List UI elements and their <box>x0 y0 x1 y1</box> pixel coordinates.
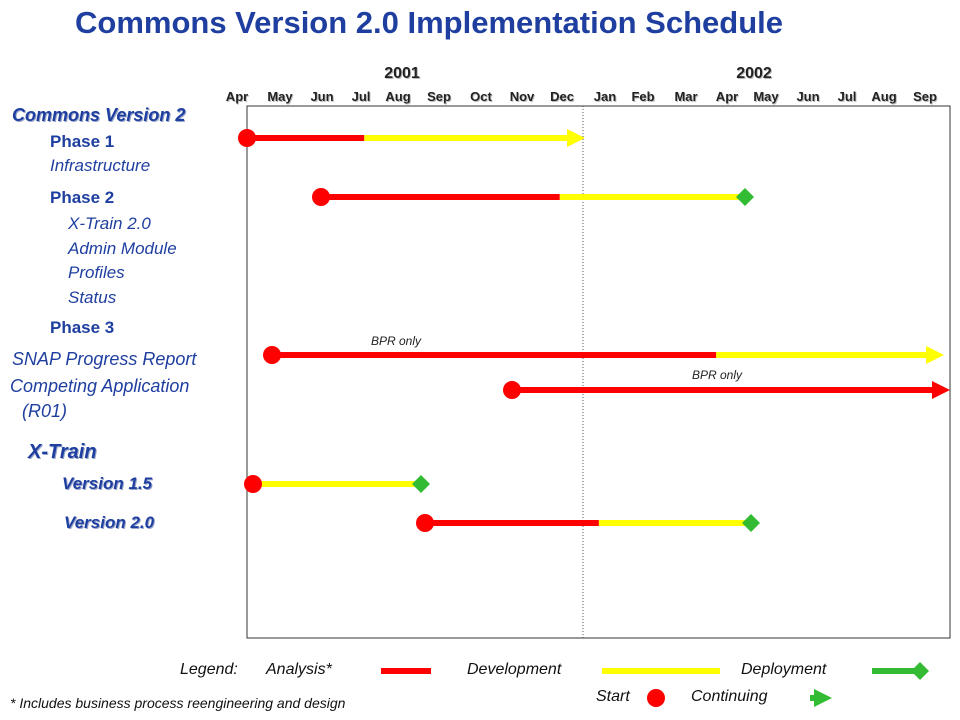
month-label: Apr <box>225 89 249 104</box>
section-commons-version-2: Commons Version 2 <box>12 105 186 125</box>
page-title: Commons Version 2.0 Implementation Sched… <box>75 5 784 40</box>
month-label: Nov <box>509 89 535 104</box>
section-xtrain: X-Train <box>28 441 97 463</box>
legend-footnote: * Includes business process reengineerin… <box>10 695 346 711</box>
annotation-bpr-only: BPR only <box>371 334 422 348</box>
month-label: Jun <box>310 89 334 104</box>
legend-development-label: Development <box>467 661 562 678</box>
start-marker <box>238 129 256 147</box>
start-marker <box>263 346 281 364</box>
month-label: Jul <box>351 89 371 104</box>
month-label: Oct <box>470 89 492 104</box>
month-label: May <box>267 89 293 104</box>
deployment-diamond <box>736 188 754 206</box>
start-marker <box>416 514 434 532</box>
month-label: Aug <box>385 89 411 104</box>
row-label-phase-2: Phase 2 <box>50 188 115 207</box>
start-marker <box>312 188 330 206</box>
continuing-arrow <box>926 346 944 364</box>
month-label: Mar <box>674 89 698 104</box>
annotation-bpr-only: BPR only <box>692 368 743 382</box>
chart-frame <box>246 105 951 639</box>
row-label-competing-application: Competing Application <box>10 376 190 396</box>
month-label: May <box>753 89 779 104</box>
month-label: Sep <box>913 89 937 104</box>
legend-start-label: Start <box>596 688 630 705</box>
legend-analysis-label: Analysis* <box>266 661 332 678</box>
continuing-arrow <box>932 381 950 399</box>
legend-deployment-diamond <box>911 662 929 680</box>
row-label-phase-3: Phase 3 <box>50 318 115 337</box>
legend-continuing-label: Continuing <box>691 688 768 705</box>
month-label: Sep <box>427 89 451 104</box>
start-marker <box>503 381 521 399</box>
month-label: Feb <box>631 89 655 104</box>
month-label: Aug <box>871 89 897 104</box>
legend-start-dot <box>647 689 665 707</box>
row-label-snap-progress-report: SNAP Progress Report <box>12 349 197 369</box>
row-label-version-2-0: Version 2.0 <box>64 513 155 532</box>
month-label: Jun <box>796 89 820 104</box>
row-sublabel-r01: (R01) <box>22 401 68 421</box>
row-sublabel-admin-module: Admin Module <box>68 239 177 258</box>
legend-prefix: Legend: <box>180 661 238 678</box>
legend-continuing-arrow <box>814 689 832 707</box>
start-marker <box>244 475 262 493</box>
month-label: Apr <box>715 89 739 104</box>
legend-deployment-label: Deployment <box>741 661 827 678</box>
month-label: Jan <box>593 89 617 104</box>
month-label: Jul <box>837 89 857 104</box>
year-label-2001: 2001 <box>384 65 420 82</box>
continuing-arrow <box>567 129 585 147</box>
year-label-2002: 2002 <box>736 65 772 82</box>
row-sublabel-xtrain-2-0: X-Train 2.0 <box>68 214 151 233</box>
deployment-diamond <box>412 475 430 493</box>
row-sublabel-status: Status <box>68 288 117 307</box>
row-sublabel-profiles: Profiles <box>68 263 125 282</box>
row-label-version-1-5: Version 1.5 <box>62 474 153 493</box>
row-sublabel-infrastructure: Infrastructure <box>50 156 151 175</box>
row-label-phase-1: Phase 1 <box>50 132 115 151</box>
deployment-diamond <box>742 514 760 532</box>
month-label: Dec <box>550 89 574 104</box>
